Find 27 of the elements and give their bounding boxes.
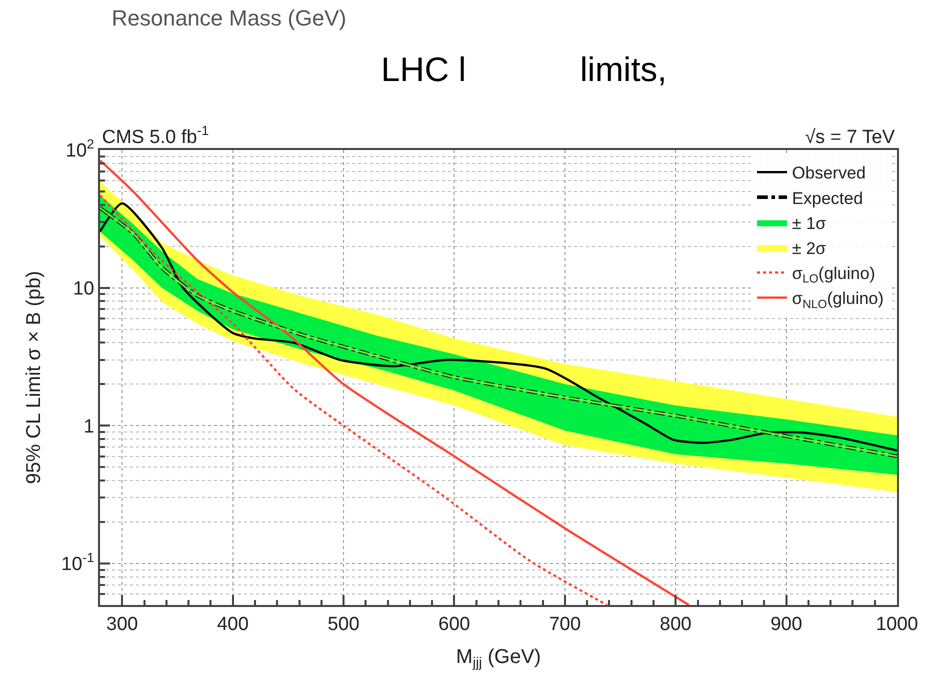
x-axis-title: M$_{jjj}$ (GeV) [456,646,541,670]
text: limits, [580,51,667,89]
chart-title: Resonance Mass (GeV) [112,6,346,31]
x-tick-label: 700 [549,614,581,635]
x-tick-label: 500 [328,614,360,635]
y-tick-label: 10$^{2}$ [66,136,94,162]
line-series [100,159,690,605]
x-tick-label: 400 [216,614,249,635]
legend-label: σ$_{LO}$(gluino) [792,264,876,286]
y-tick-label: 10 [73,278,94,300]
y-tick-label: 1 [84,416,94,438]
y-axis-title: 95% CL Limit σ × B (pb) [23,270,46,484]
y-tick-label: 10$^{-1}$ [61,550,94,576]
x-tick-label: 900 [770,614,802,635]
legend-label: ± 1σ [792,214,827,233]
x-tick-label: 800 [660,614,692,635]
line-series [100,194,608,605]
legend-label: Expected [792,188,863,208]
legend-label: Observed [792,164,866,183]
text: LHC l [381,51,466,89]
x-tick-label: 1000 [876,614,918,635]
legend-label: ± 2σ [792,239,827,258]
x-tick-label: 600 [438,614,470,635]
x-tick-label: 300 [106,614,138,635]
text: CMS 5.0 fb$^{-1}$ [102,123,209,148]
legend-label: σ$_{NLO}$(gluino) [792,289,884,311]
text: √s = 7 TeV [805,127,896,148]
